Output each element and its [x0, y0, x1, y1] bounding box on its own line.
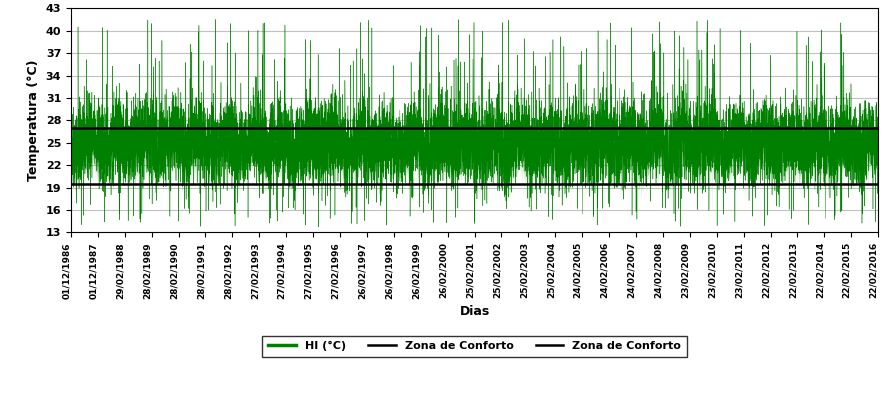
- Legend: HI (°C), Zona de Conforto, Zona de Conforto: HI (°C), Zona de Conforto, Zona de Confo…: [262, 336, 686, 357]
- Y-axis label: Temperatura (°C): Temperatura (°C): [27, 60, 40, 181]
- X-axis label: Dias: Dias: [459, 305, 489, 317]
